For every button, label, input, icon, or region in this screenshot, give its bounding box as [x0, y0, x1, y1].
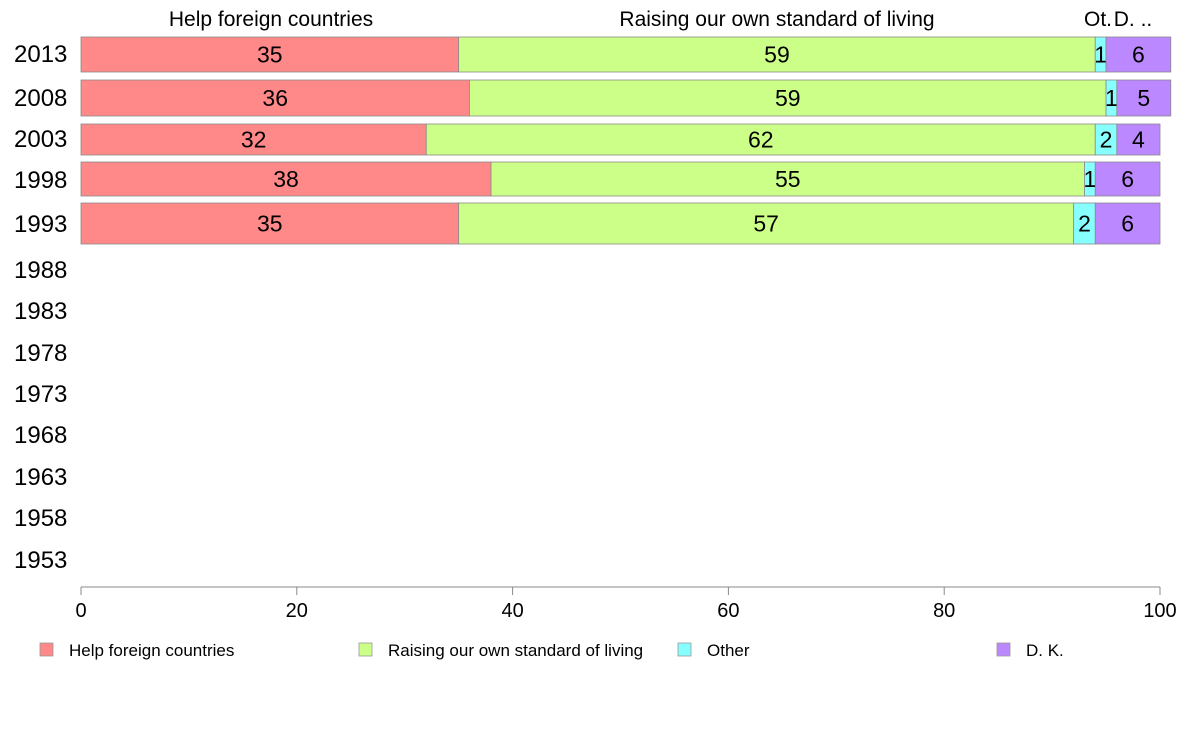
legend-label-dk: D. K.: [1026, 641, 1064, 660]
bar-segment-dk: [1116, 79, 1172, 117]
y-tick-label: 1958: [14, 505, 67, 532]
x-tick-label: 80: [933, 600, 955, 622]
bar-segment-raising: [469, 79, 1107, 117]
y-tick-label: 1993: [14, 211, 67, 238]
bar-value-label: 6: [1132, 42, 1145, 68]
legend-item-raising: Raising our own standard of living: [358, 641, 643, 660]
bar-segment-help: [80, 161, 492, 197]
bar-value-label: 1: [1083, 166, 1096, 192]
top-label-other: Ot.: [1084, 8, 1112, 31]
x-tick-label: 0: [75, 600, 86, 622]
bar-value-label: 62: [748, 127, 774, 153]
bar-segment-dk: [1094, 161, 1161, 197]
bar-value-label: 32: [241, 127, 267, 153]
bar-segment-dk: [1116, 123, 1161, 156]
legend-swatch-raising: [358, 642, 373, 657]
bar-value-label: 2: [1100, 127, 1113, 153]
x-ticks: 0 20 40 60 80 100: [75, 587, 1177, 622]
y-tick-label: 1998: [14, 167, 67, 194]
legend-item-other: Other: [677, 641, 750, 660]
bar-segment-help: [80, 36, 460, 73]
legend-label-help: Help foreign countries: [69, 641, 234, 660]
bar-value-label: 2: [1078, 211, 1091, 237]
x-tick-label: 40: [501, 600, 523, 622]
bar-value-label: 55: [775, 166, 801, 192]
bar-value-label: 57: [753, 211, 779, 237]
top-labels: Help foreign countries Raising our own s…: [169, 8, 1152, 31]
y-tick-label: 1973: [14, 381, 67, 408]
legend: Help foreign countries Raising our own s…: [39, 641, 1064, 660]
top-label-raising: Raising our own standard of living: [619, 8, 934, 31]
bar-value-label: 5: [1137, 85, 1150, 111]
legend-swatch-other: [677, 642, 692, 657]
bar-value-label: 36: [262, 85, 288, 111]
legend-swatch-help: [39, 642, 54, 657]
legend-label-raising: Raising our own standard of living: [388, 641, 643, 660]
bar-value-label: 35: [257, 42, 283, 68]
top-label-dk: D. ..: [1114, 8, 1153, 31]
bar-value-label: 4: [1132, 127, 1145, 153]
bar-value-label: 6: [1121, 166, 1134, 192]
legend-swatch-dk: [996, 642, 1011, 657]
bar-value-label: 59: [775, 85, 801, 111]
bar-value-label: 35: [257, 211, 283, 237]
bar-segment-raising: [458, 36, 1096, 73]
top-label-help: Help foreign countries: [169, 8, 373, 31]
bar-value-label: 59: [764, 42, 790, 68]
bar-value-label: 1: [1105, 85, 1118, 111]
legend-label-other: Other: [707, 641, 750, 660]
y-tick-label: 2003: [14, 126, 67, 153]
y-tick-label: 1968: [14, 422, 67, 449]
y-tick-label: 1983: [14, 298, 67, 325]
y-axis-labels: 2013 2008 2003 1998 1993 1988 1983 1978 …: [14, 41, 67, 574]
legend-item-help: Help foreign countries: [39, 641, 234, 660]
bar-value-label: 6: [1121, 211, 1134, 237]
bar-value-label: 1: [1094, 42, 1107, 68]
x-tick-label: 20: [286, 600, 308, 622]
bar-segment-help: [80, 202, 460, 245]
bar-segment-dk: [1094, 202, 1161, 245]
x-tick-label: 60: [717, 600, 739, 622]
bar-segment-raising: [425, 123, 1096, 156]
y-tick-label: 1953: [14, 547, 67, 574]
bars-layer: 35 59 1 636 59 1 532 62 2 438 55 1 635 57 2 6: [80, 36, 1172, 245]
x-axis: 0 20 40 60 80 100: [75, 586, 1177, 622]
bar-value-label: 38: [273, 166, 299, 192]
bar-segment-help: [80, 123, 427, 156]
y-tick-label: 1963: [14, 464, 67, 491]
y-tick-label: 2008: [14, 85, 67, 112]
y-tick-label: 1988: [14, 257, 67, 284]
y-tick-label: 1978: [14, 340, 67, 367]
y-tick-label: 2013: [14, 41, 67, 68]
bar-segment-raising: [490, 161, 1085, 197]
legend-item-dk: D. K.: [996, 641, 1064, 660]
bar-segment-dk: [1105, 36, 1172, 73]
bar-segment-raising: [458, 202, 1075, 245]
x-tick-label: 100: [1143, 600, 1176, 622]
